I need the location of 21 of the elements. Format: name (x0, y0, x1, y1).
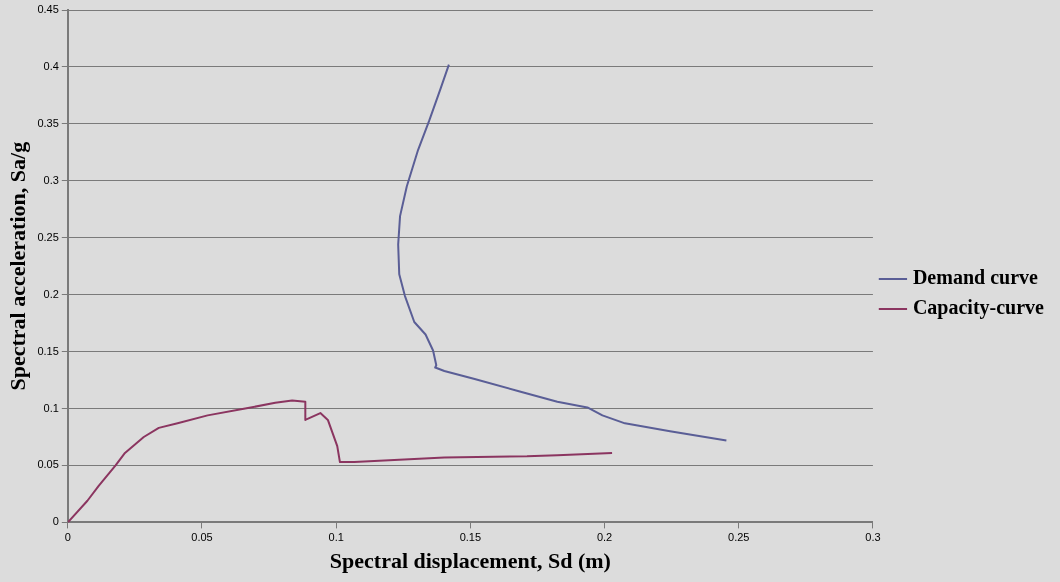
y-tick-label: 0.25 (37, 230, 59, 243)
y-tick-label: 0.45 (37, 3, 59, 16)
x-tick-label: 0.25 (728, 531, 750, 544)
y-tick-label: 0.3 (43, 173, 59, 186)
x-axis-title: Spectral displacement, Sd (m) (329, 548, 611, 574)
y-tick-label: 0.05 (37, 458, 59, 471)
x-tick-label: 0 (64, 531, 71, 544)
x-tick-label: 0.3 (865, 531, 881, 544)
x-tick-label: 0.05 (191, 531, 213, 544)
y-tick-label: 0 (52, 515, 59, 528)
y-tick-label: 0.1 (43, 401, 59, 414)
y-tick-label: 0.2 (43, 287, 59, 300)
legend-label: Demand curve (912, 266, 1039, 289)
y-tick-label: 0.4 (43, 59, 59, 72)
y-tick-label: 0.15 (37, 344, 59, 357)
y-axis-title: Spectral acceleration, Sa/g (4, 141, 30, 391)
x-tick-label: 0.1 (328, 531, 344, 544)
y-tick-label: 0.35 (37, 116, 59, 129)
x-tick-label: 0.2 (596, 531, 613, 544)
x-tick-label: 0.15 (459, 531, 482, 544)
legend-label: Capacity-curve (912, 296, 1045, 320)
